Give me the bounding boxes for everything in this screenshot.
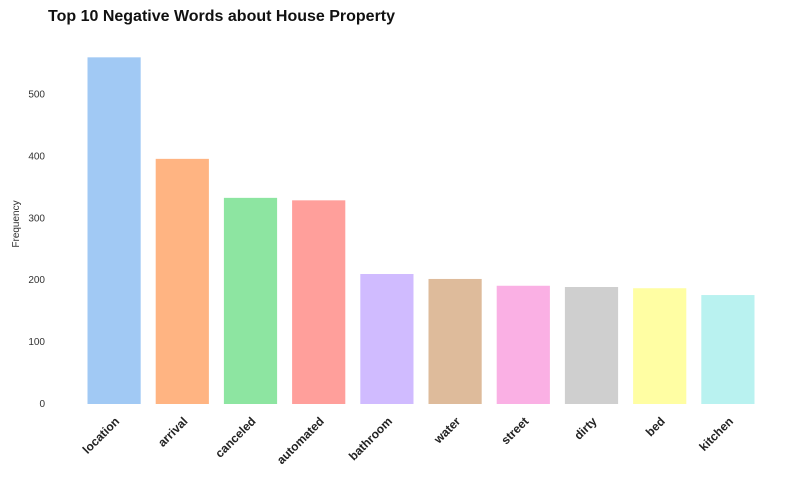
x-tick-label-bathroom: bathroom bbox=[346, 414, 395, 463]
x-tick-label-location: location bbox=[80, 414, 122, 456]
x-tick-label-arrival: arrival bbox=[155, 414, 190, 449]
y-tick-label: 500 bbox=[28, 89, 45, 100]
y-tick-label: 200 bbox=[28, 275, 45, 286]
chart-title: Top 10 Negative Words about House Proper… bbox=[48, 8, 396, 25]
x-tick-label-water: water bbox=[430, 414, 463, 447]
y-axis-ticks: 0 100 200 300 400 500 bbox=[28, 89, 45, 410]
x-tick-label-kitchen: kitchen bbox=[696, 414, 736, 454]
x-tick-label-bed: bed bbox=[643, 414, 668, 439]
bar-dirty bbox=[564, 287, 619, 404]
bar-canceled bbox=[223, 197, 278, 404]
bar-kitchen bbox=[701, 295, 755, 404]
x-tick-label-dirty: dirty bbox=[571, 414, 600, 443]
y-tick-label: 400 bbox=[28, 151, 45, 162]
x-tick-label-canceled: canceled bbox=[212, 414, 258, 460]
x-tick-label-automated: automated bbox=[274, 414, 327, 467]
y-tick-label: 300 bbox=[28, 213, 45, 224]
x-tick-label-street: street bbox=[498, 414, 531, 447]
y-axis-label: Frequency bbox=[11, 200, 22, 247]
bar-water bbox=[428, 278, 482, 404]
bar-bathroom bbox=[360, 274, 414, 404]
bar-street bbox=[496, 285, 550, 404]
y-tick-label: 0 bbox=[39, 399, 45, 410]
bar-bed bbox=[633, 288, 687, 404]
bar-location bbox=[87, 57, 141, 404]
x-axis-tick-labels: location arrival canceled automated bathroom… bbox=[80, 414, 736, 467]
bar-automated bbox=[292, 200, 346, 404]
bars bbox=[87, 57, 755, 404]
y-tick-label: 100 bbox=[28, 337, 45, 348]
bar-arrival bbox=[155, 158, 209, 404]
